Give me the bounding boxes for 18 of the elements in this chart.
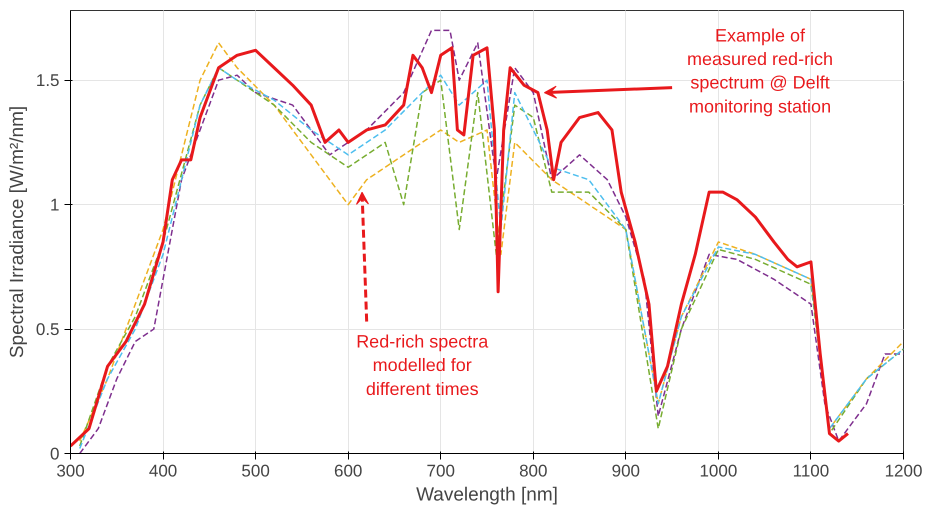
annotation: Example of measured red-rich spectrum @ Delft monitoring station (687, 25, 834, 116)
x-tick-label: 400 (148, 462, 178, 480)
x-tick-label: 300 (56, 462, 85, 480)
x-tick-label: 900 (612, 462, 640, 480)
y-tick-label: 1 (50, 196, 60, 215)
x-tick-label: 1100 (792, 462, 830, 480)
x-axis-title: Wavelength [nm] (416, 484, 558, 506)
x-tick-label: 800 (519, 462, 548, 480)
x-tick-label: 1000 (699, 462, 738, 480)
y-axis-title: Spectral Irradiance [W/m²/nm] (6, 106, 28, 358)
x-tick-label: 1200 (884, 462, 922, 480)
y-tick-label: 1.5 (36, 71, 60, 90)
x-tick-label: 600 (334, 462, 362, 480)
y-tick-label: 0.5 (36, 320, 60, 340)
annotation: Red-rich spectra modelled for different times (356, 332, 490, 399)
x-tick-label: 500 (241, 462, 270, 480)
x-tick-label: 700 (426, 462, 455, 480)
y-tick-label: 0 (50, 444, 60, 464)
